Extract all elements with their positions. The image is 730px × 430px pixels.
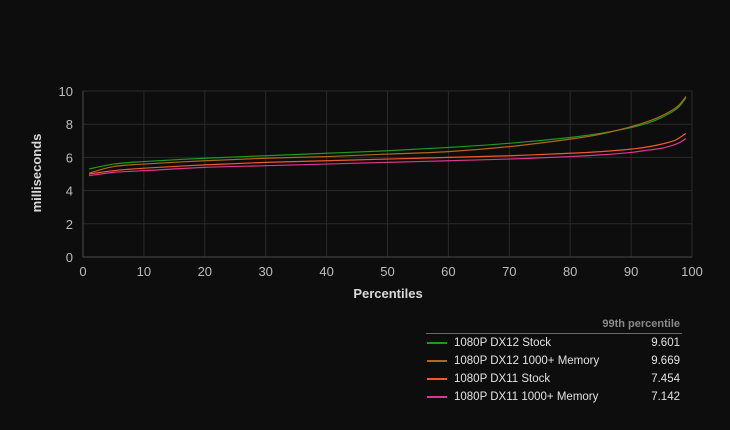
- x-tick-label: 0: [79, 264, 86, 279]
- legend-rows: 1080P DX12 Stock 9.601 1080P DX12 1000+ Me…: [426, 334, 682, 406]
- legend-item: 1080P DX12 Stock 9.601: [426, 334, 682, 352]
- legend: 99th percentile 1080P DX12 Stock 9.601 108…: [426, 318, 682, 406]
- legend-99th-value: 7.454: [651, 373, 680, 385]
- legend-swatch: [427, 396, 447, 398]
- y-tick-label: 0: [66, 250, 73, 265]
- x-tick-label: 100: [681, 264, 703, 279]
- y-tick-label: 2: [66, 217, 73, 232]
- y-tick-label: 6: [66, 150, 73, 165]
- y-axis-ticks: 0 2 4 6 8 10: [59, 84, 73, 265]
- legend-swatch: [427, 378, 447, 380]
- x-tick-label: 70: [502, 264, 516, 279]
- legend-swatch: [427, 360, 447, 362]
- x-axis-ticks: 0 10 20 30 40 50 60 70 80 90 100: [79, 264, 702, 279]
- series-line-0: [88, 97, 687, 170]
- legend-series-name: 1080P DX12 Stock: [454, 337, 551, 349]
- legend-item: 1080P DX11 1000+ Memory 7.142: [426, 388, 682, 406]
- x-tick-label: 60: [441, 264, 455, 279]
- x-tick-label: 40: [319, 264, 333, 279]
- grid: [82, 90, 693, 258]
- legend-99th-value: 9.601: [651, 337, 680, 349]
- x-tick-label: 50: [380, 264, 394, 279]
- x-tick-label: 80: [563, 264, 577, 279]
- legend-header: 99th percentile: [426, 318, 682, 334]
- y-axis-title: milliseconds: [29, 134, 44, 213]
- legend-99th-value: 9.669: [651, 355, 680, 367]
- legend-99th-value: 7.142: [651, 391, 680, 403]
- legend-item: 1080P DX12 1000+ Memory 9.669: [426, 352, 682, 370]
- x-tick-label: 30: [258, 264, 272, 279]
- legend-item: 1080P DX11 Stock 7.454: [426, 370, 682, 388]
- y-tick-label: 8: [66, 117, 73, 132]
- legend-series-name: 1080P DX11 1000+ Memory: [454, 391, 599, 403]
- series-line-1: [88, 96, 687, 174]
- legend-swatch: [427, 342, 447, 344]
- series-line-3: [89, 137, 687, 177]
- y-tick-label: 10: [59, 84, 73, 99]
- x-tick-label: 20: [198, 264, 212, 279]
- series-lines: [88, 96, 687, 177]
- legend-series-name: 1080P DX11 Stock: [454, 373, 551, 385]
- x-tick-label: 10: [137, 264, 151, 279]
- x-tick-label: 90: [624, 264, 638, 279]
- series-line-2: [89, 132, 687, 175]
- y-tick-label: 4: [66, 184, 73, 199]
- x-axis-title: Percentiles: [353, 286, 422, 301]
- legend-series-name: 1080P DX12 1000+ Memory: [454, 355, 600, 367]
